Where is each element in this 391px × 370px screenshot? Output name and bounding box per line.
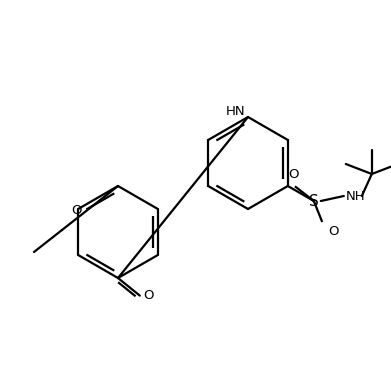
Text: O: O	[72, 204, 82, 216]
Text: NH: NH	[346, 189, 366, 202]
Text: O: O	[328, 225, 338, 238]
Text: O: O	[143, 289, 153, 302]
Text: O: O	[289, 168, 299, 181]
Text: S: S	[309, 194, 319, 209]
Text: HN: HN	[226, 104, 246, 118]
